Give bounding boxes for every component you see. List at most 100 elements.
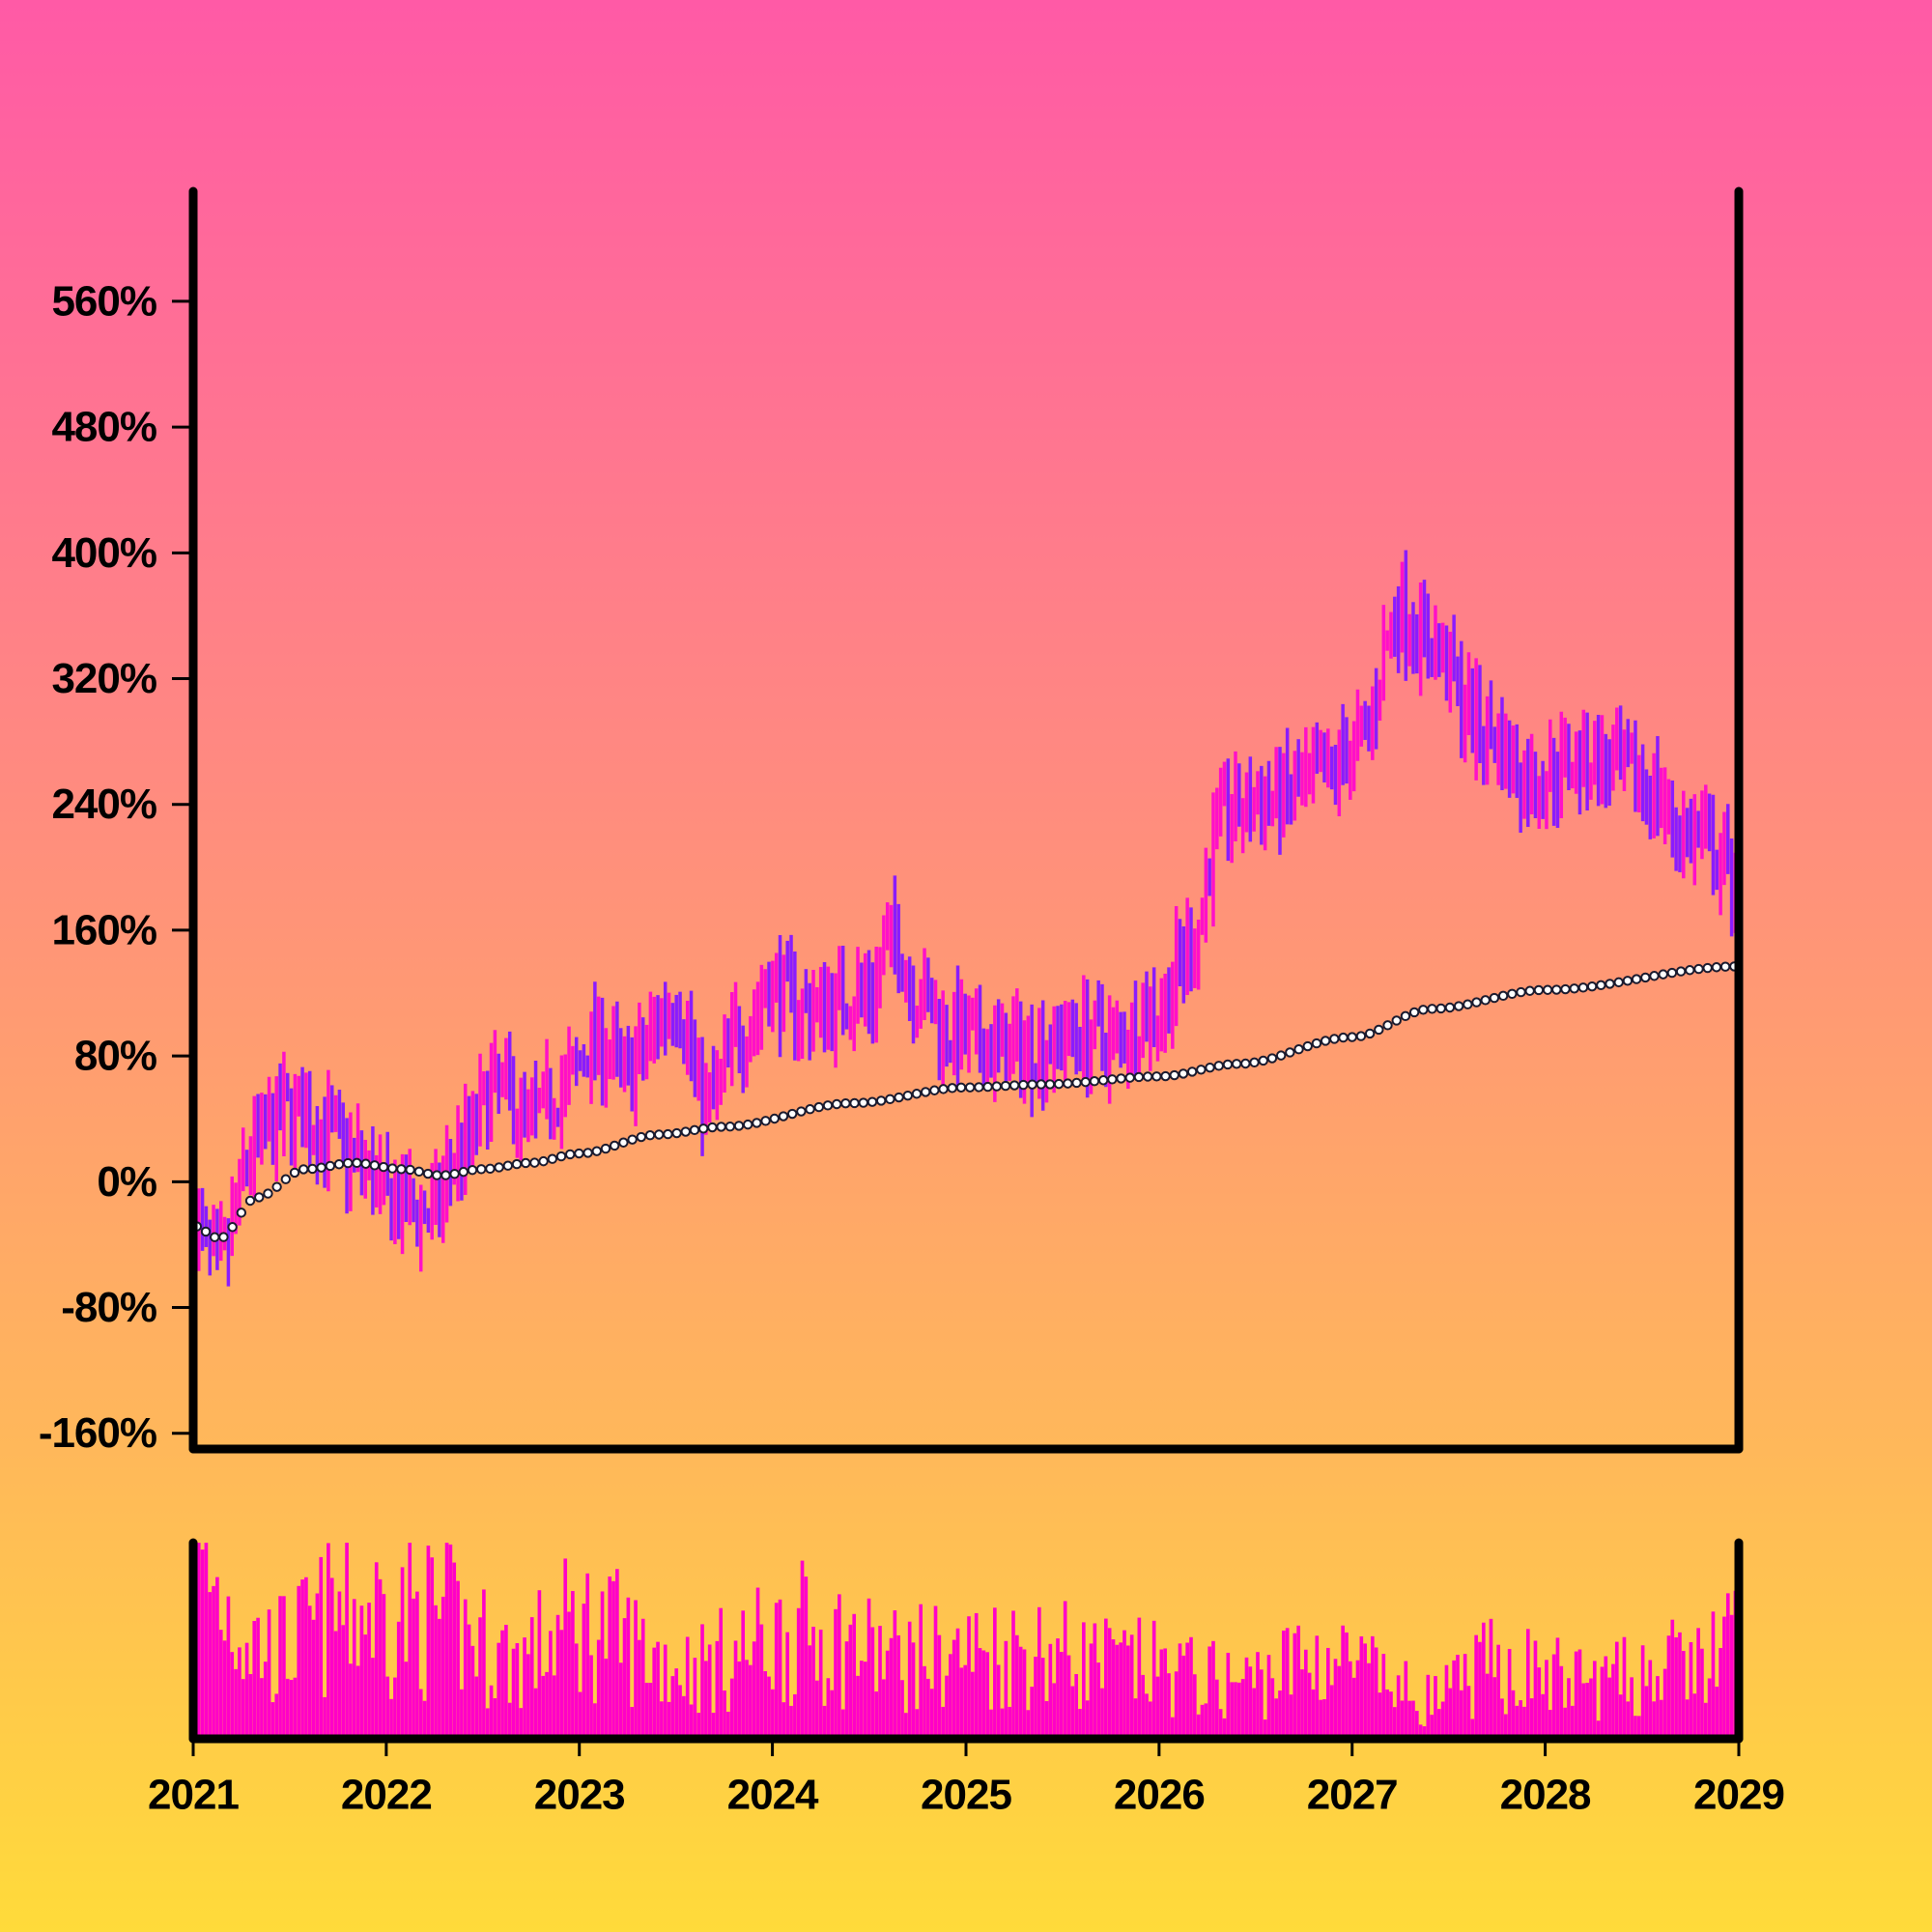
- volume-bar: [1185, 1642, 1189, 1739]
- trend-point: [1408, 1007, 1420, 1018]
- volume-bar: [1611, 1663, 1615, 1739]
- volume-bar: [796, 1607, 801, 1739]
- trend-point: [1551, 984, 1562, 995]
- volume-bar: [1211, 1640, 1215, 1739]
- trend-point: [697, 1123, 709, 1134]
- volume-bar: [729, 1678, 734, 1739]
- trend-point: [494, 1162, 504, 1173]
- trend-point: [343, 1157, 354, 1169]
- trend-point: [325, 1160, 336, 1172]
- trend-point: [1275, 1050, 1287, 1061]
- volume-bar: [755, 1587, 760, 1739]
- volume-bar: [1459, 1690, 1463, 1739]
- trend-point: [333, 1159, 345, 1170]
- trend-point: [849, 1097, 860, 1109]
- volume-bar: [719, 1607, 724, 1739]
- volume-bar: [1666, 1635, 1671, 1739]
- volume-bar: [1174, 1671, 1179, 1739]
- y-tick-label: -80%: [61, 1284, 156, 1331]
- trend-point: [964, 1082, 976, 1093]
- volume-bar: [1159, 1649, 1164, 1739]
- volume-bar: [444, 1543, 449, 1739]
- volume-bar: [978, 1648, 982, 1739]
- volume-bar: [638, 1639, 641, 1739]
- volume-bar: [896, 1634, 901, 1739]
- volume-bar: [1270, 1678, 1275, 1739]
- trend-point: [422, 1168, 434, 1179]
- volume-bar: [689, 1704, 694, 1739]
- volume-bar: [1574, 1651, 1578, 1739]
- trend-point: [920, 1087, 931, 1097]
- trend-point: [1400, 1010, 1411, 1022]
- volume-bar: [270, 1702, 275, 1739]
- volume-bar: [1293, 1633, 1297, 1739]
- volume-bar: [1089, 1643, 1094, 1739]
- trend-point: [1285, 1047, 1295, 1058]
- volume-bar: [1341, 1625, 1345, 1739]
- volume-bar: [1281, 1630, 1286, 1739]
- trend-point: [1151, 1071, 1162, 1082]
- trend-point: [1258, 1055, 1268, 1066]
- volume-bar: [1234, 1682, 1237, 1739]
- x-tick-label: 2024: [727, 1772, 819, 1819]
- trend-point: [902, 1090, 913, 1101]
- volume-bar: [660, 1701, 664, 1739]
- volume-bar: [1489, 1618, 1493, 1739]
- volume-bar: [285, 1678, 290, 1739]
- volume-bar: [648, 1683, 653, 1739]
- volume-bar: [1060, 1652, 1064, 1739]
- volume-bar: [1056, 1638, 1060, 1739]
- volume-bar: [596, 1639, 601, 1739]
- volume-bar: [860, 1661, 864, 1739]
- trend-point: [352, 1157, 362, 1169]
- volume-bar: [1082, 1622, 1086, 1739]
- volume-bar: [374, 1562, 379, 1739]
- volume-bar: [1456, 1655, 1460, 1739]
- volume-bar: [1151, 1620, 1156, 1739]
- volume-bar: [511, 1648, 516, 1739]
- trend-point: [529, 1157, 540, 1168]
- trend-point: [840, 1097, 851, 1109]
- trend-point: [1463, 999, 1473, 1009]
- volume-bar: [959, 1667, 964, 1739]
- y-tick-label: 320%: [51, 655, 156, 702]
- volume-bar: [1719, 1648, 1722, 1739]
- volume-bar: [1111, 1639, 1116, 1739]
- volume-bar: [634, 1600, 638, 1739]
- trend-point: [1418, 1005, 1429, 1015]
- trend-point: [929, 1085, 940, 1095]
- y-tick-label: 0%: [97, 1158, 156, 1206]
- volume-bar: [345, 1543, 349, 1739]
- volume-bar: [941, 1706, 945, 1739]
- volume-bar: [1204, 1703, 1208, 1739]
- volume-bar: [1252, 1688, 1256, 1739]
- volume-bar: [749, 1664, 753, 1739]
- volume-bar: [1178, 1643, 1182, 1739]
- volume-bar: [267, 1609, 271, 1739]
- volume-bar: [438, 1618, 441, 1739]
- volume-bar: [460, 1689, 464, 1739]
- volume-bar: [1533, 1640, 1538, 1739]
- volume-bar: [467, 1624, 471, 1739]
- volume-bar: [1511, 1690, 1516, 1739]
- trend-point: [1311, 1037, 1322, 1049]
- volume-bar: [1448, 1688, 1453, 1739]
- volume-bar: [1230, 1682, 1234, 1739]
- trend-point: [1658, 969, 1668, 980]
- trend-point: [716, 1122, 726, 1132]
- volume-bar: [571, 1591, 575, 1739]
- volume-bar: [1563, 1707, 1567, 1739]
- volume-bar: [1022, 1649, 1027, 1739]
- volume-bar: [1436, 1709, 1441, 1739]
- volume-bar: [923, 1665, 926, 1739]
- volume-bar: [293, 1677, 298, 1739]
- trend-point: [538, 1155, 549, 1167]
- volume-bar: [1104, 1618, 1108, 1739]
- volume-bar: [1129, 1634, 1134, 1739]
- volume-bar: [1240, 1679, 1245, 1739]
- volume-bar: [745, 1660, 749, 1739]
- volume-bar: [385, 1676, 390, 1739]
- trend-point: [254, 1192, 265, 1203]
- trend-point: [1107, 1074, 1118, 1085]
- volume-bar: [989, 1709, 993, 1739]
